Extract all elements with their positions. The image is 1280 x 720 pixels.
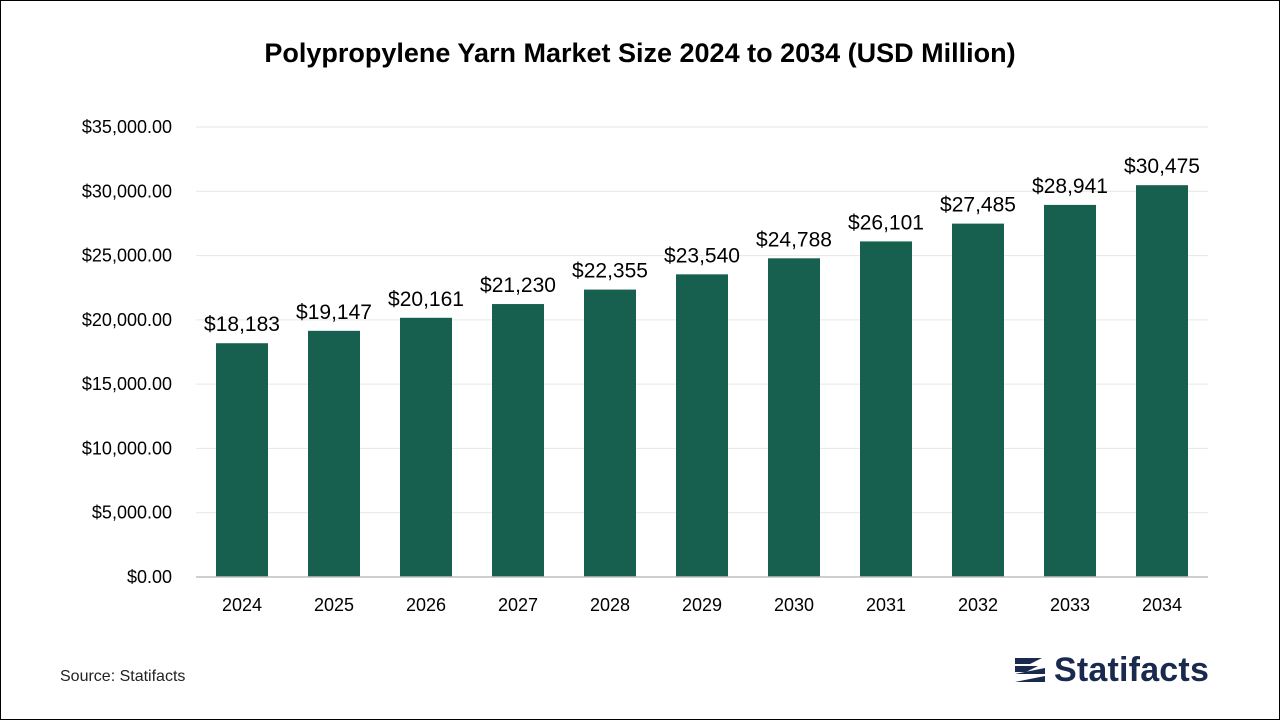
x-tick-label: 2029 — [682, 595, 722, 615]
data-label: $18,183 — [204, 313, 280, 336]
x-tick-label: 2025 — [314, 595, 354, 615]
x-tick-label: 2024 — [222, 595, 262, 615]
data-label: $22,355 — [572, 260, 648, 283]
y-tick-label: $30,000.00 — [82, 181, 172, 201]
y-tick-label: $35,000.00 — [82, 117, 172, 137]
data-label: $21,230 — [480, 274, 556, 297]
source-note: Source: Statifacts — [60, 668, 186, 685]
data-label: $26,101 — [848, 211, 924, 234]
x-tick-label: 2031 — [866, 595, 906, 615]
statifacts-logo-icon — [1012, 652, 1048, 688]
data-label: $30,475 — [1124, 155, 1200, 178]
x-tick-label: 2028 — [590, 595, 630, 615]
bar — [768, 258, 820, 577]
y-tick-label: $10,000.00 — [82, 438, 172, 458]
x-tick-label: 2030 — [774, 595, 814, 615]
y-tick-label: $5,000.00 — [92, 503, 172, 523]
x-tick-label: 2032 — [958, 595, 998, 615]
bar — [952, 223, 1004, 577]
y-tick-label: $25,000.00 — [82, 246, 172, 266]
bar — [676, 274, 728, 577]
data-label: $24,788 — [756, 228, 832, 251]
x-tick-label: 2034 — [1142, 595, 1182, 615]
x-tick-label: 2027 — [498, 595, 538, 615]
data-label: $27,485 — [940, 194, 1016, 217]
bar — [860, 241, 912, 577]
bar — [1136, 185, 1188, 577]
data-label: $23,540 — [664, 244, 740, 267]
bar — [492, 304, 544, 577]
brand-name: Statifacts — [1054, 650, 1210, 689]
bar — [216, 343, 268, 577]
data-label: $19,147 — [296, 301, 372, 324]
x-tick-label: 2033 — [1050, 595, 1090, 615]
y-tick-label: $20,000.00 — [82, 310, 172, 330]
brand-logo: Statifacts — [1012, 650, 1209, 690]
data-label: $20,161 — [388, 288, 464, 311]
bar — [584, 289, 636, 577]
x-tick-label: 2026 — [406, 595, 446, 615]
y-tick-label: $15,000.00 — [82, 374, 172, 394]
bar — [400, 317, 452, 577]
bar — [1044, 204, 1096, 577]
bar — [308, 330, 360, 577]
y-tick-label: $0.00 — [127, 567, 172, 587]
data-label: $28,941 — [1032, 175, 1108, 198]
chart-title: Polypropylene Yarn Market Size 2024 to 2… — [264, 38, 1016, 68]
